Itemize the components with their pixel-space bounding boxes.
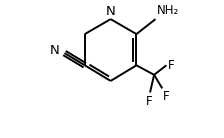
Text: N: N [106,5,116,18]
Text: F: F [163,90,170,103]
Text: F: F [168,59,174,71]
Text: NH₂: NH₂ [157,4,179,17]
Text: F: F [146,95,153,108]
Text: N: N [49,44,59,57]
